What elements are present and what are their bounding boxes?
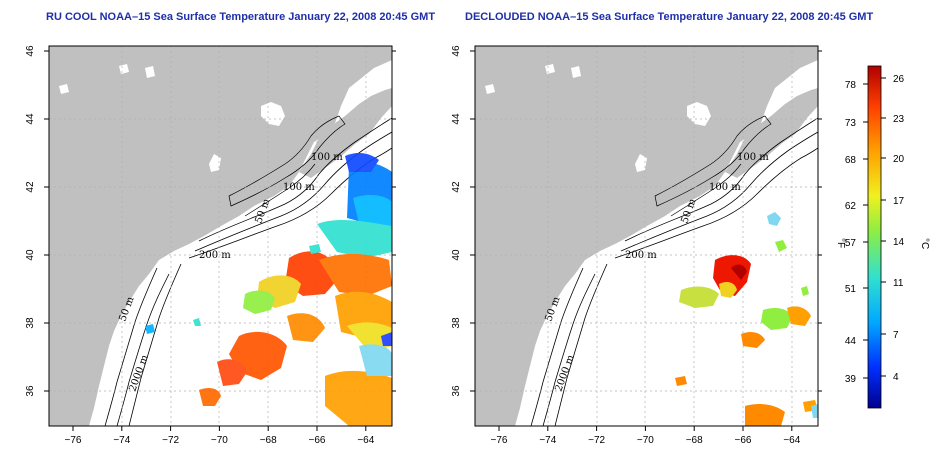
y-tick-label: 36: [451, 385, 462, 397]
y-tick-label: 44: [25, 113, 36, 125]
y-tick-label: 36: [25, 385, 36, 397]
right-plot-frame: [474, 45, 819, 427]
y-tick-label: 42: [451, 181, 462, 193]
x-tick-label: −72: [588, 435, 605, 446]
colorbar-f-tick-label: 39: [845, 374, 857, 385]
colorbar-f-tick-label: 62: [845, 201, 857, 212]
colorbar-c-tick-label: 17: [893, 196, 905, 207]
colorbar-f-tick-label: 51: [845, 284, 857, 295]
colorbar-label-fahrenheit: °F: [835, 238, 846, 248]
contour-label: 200 m: [199, 250, 231, 261]
right-map-panel: 100 m 100 m 50 m 200 m 50 m 2000 m: [475, 46, 818, 426]
colorbar-c-tick-label: 23: [893, 114, 905, 125]
x-tick-label: −76: [65, 435, 82, 446]
colorbar-gradient: [867, 65, 882, 409]
colorbar-c-tick-label: 11: [893, 278, 904, 289]
x-tick-label: −64: [783, 435, 800, 446]
right-basemap: [475, 46, 818, 426]
x-tick-label: −66: [309, 435, 326, 446]
x-tick-label: −74: [539, 435, 556, 446]
colorbar-c-tick-label: 4: [893, 372, 899, 383]
x-tick-label: −64: [357, 435, 374, 446]
contour-label: 200 m: [625, 250, 657, 261]
colorbar-c-tick-label: 26: [893, 74, 905, 85]
contour-label: 2000 m: [553, 353, 577, 393]
right-sst-overlay: [675, 212, 818, 426]
axes-layer: −76 −74 −72 −70 −68 −66 −64 36 38 40 42 44 46 −76 −74 −…: [25, 45, 822, 446]
colorbar-f-tick-label: 73: [845, 118, 857, 129]
colorbar-label-celsius: °C: [919, 238, 930, 249]
colorbar: 78 73 68 62 57 51 44 39 26 23 20 17 14 11 7 4 °F °C: [835, 65, 930, 409]
contour-label: 100 m: [283, 182, 315, 193]
x-tick-label: −68: [260, 435, 277, 446]
x-tick-label: −76: [491, 435, 508, 446]
left-map-panel: 100 m 100 m 50 m 200 m 50 m 2000 m: [49, 46, 392, 426]
left-sst-overlay: [145, 153, 392, 426]
colorbar-c-tick-label: 14: [893, 237, 905, 248]
colorbar-ticks: 78 73 68 62 57 51 44 39 26 23 20 17 14 11 7 4: [845, 74, 905, 385]
y-tick-label: 46: [451, 45, 462, 57]
contour-label: 2000 m: [127, 353, 151, 393]
left-panel-title: RU COOL NOAA–15 Sea Surface Temperature …: [46, 11, 436, 23]
x-tick-label: −68: [686, 435, 703, 446]
left-plot-frame: [48, 45, 393, 427]
x-tick-label: −74: [113, 435, 130, 446]
contour-label: 100 m: [709, 182, 741, 193]
y-tick-label: 38: [25, 317, 36, 329]
y-tick-label: 44: [451, 113, 462, 125]
x-tick-label: −72: [162, 435, 179, 446]
x-tick-label: −70: [211, 435, 228, 446]
y-tick-label: 42: [25, 181, 36, 193]
colorbar-f-tick-label: 78: [845, 80, 857, 91]
colorbar-c-tick-label: 7: [893, 330, 899, 341]
colorbar-c-tick-label: 20: [893, 154, 905, 165]
colorbar-f-tick-label: 57: [845, 238, 857, 249]
y-tick-label: 40: [25, 249, 36, 261]
colorbar-f-tick-label: 44: [845, 336, 857, 347]
y-tick-label: 38: [451, 317, 462, 329]
colorbar-f-tick-label: 68: [845, 155, 857, 166]
contour-label: 100 m: [311, 152, 343, 163]
contour-label: 100 m: [737, 152, 769, 163]
x-tick-label: −66: [735, 435, 752, 446]
y-tick-label: 46: [25, 45, 36, 57]
x-tick-label: −70: [637, 435, 654, 446]
right-panel-title: DECLOUDED NOAA–15 Sea Surface Temperatur…: [465, 11, 874, 23]
y-tick-label: 40: [451, 249, 462, 261]
